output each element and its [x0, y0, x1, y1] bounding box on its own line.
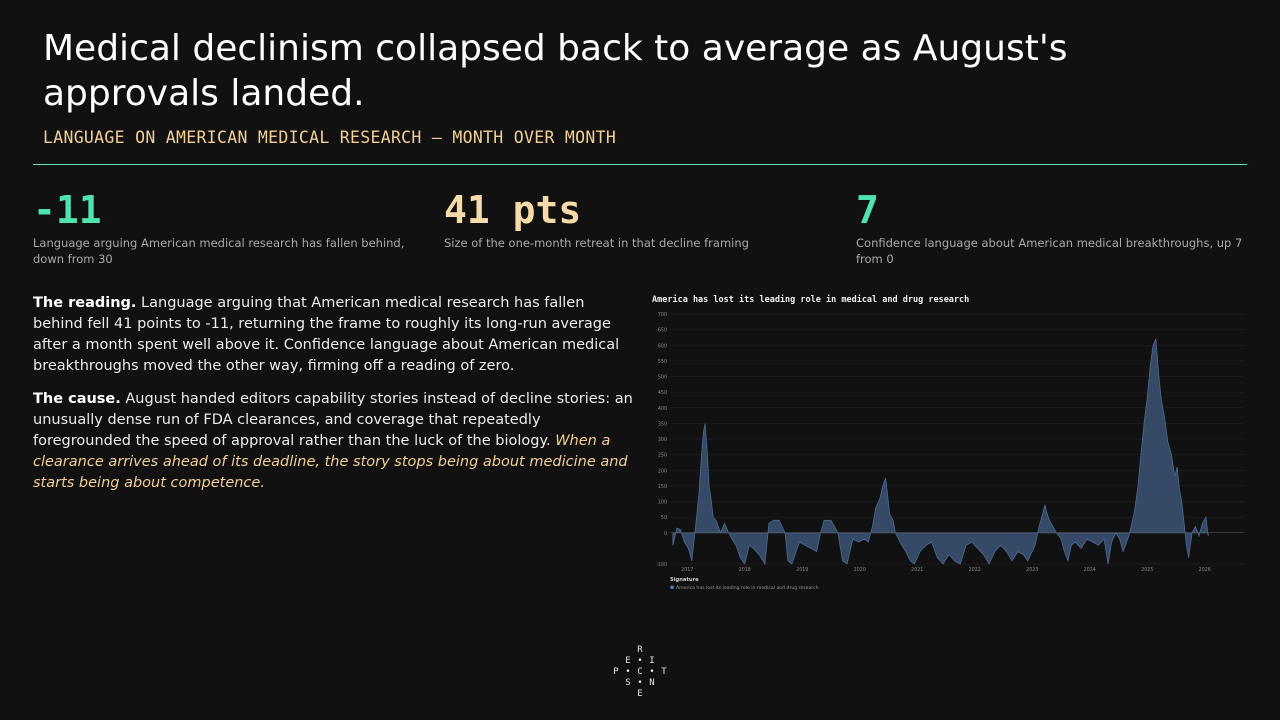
logo-letter: S [625, 678, 631, 688]
stat-value: 7 [856, 188, 879, 232]
cause-paragraph: The cause. August handed editors capabil… [33, 389, 633, 494]
brand-logo: R E • I P • C • T S • N E [610, 645, 670, 701]
page-title: Medical declinism collapsed back to aver… [43, 28, 1068, 114]
y-tick-label: 50 [661, 515, 667, 521]
logo-letter: C [637, 667, 643, 677]
cause-text: August handed editors capability stories… [33, 391, 633, 449]
x-tick-label: 2021 [911, 567, 923, 573]
x-tick-label: 2020 [854, 567, 866, 573]
y-tick-label: 300 [658, 437, 667, 443]
y-tick-label: 650 [658, 328, 667, 334]
cause-italic-text: When a clearance arrives ahead of its de… [33, 433, 628, 491]
x-tick-label: 2018 [739, 567, 751, 573]
x-tick-label: 2022 [969, 567, 981, 573]
y-tick-label: 550 [658, 359, 667, 365]
y-tick-label: 0 [664, 531, 667, 537]
y-tick-label: 400 [658, 406, 667, 412]
cause-lead: The cause. [33, 391, 121, 407]
logo-letter: E [625, 656, 631, 666]
y-tick-label: 200 [658, 468, 667, 474]
stat-value: -11 [33, 188, 102, 232]
chart-title: America has lost its leading role in med… [652, 294, 969, 305]
y-tick-label: 600 [658, 343, 667, 349]
logo-letter: P [613, 667, 619, 677]
page-subtitle: LANGUAGE ON AMERICAN MEDICAL RESEARCH — … [43, 128, 617, 147]
legend-title: Signature [670, 577, 699, 583]
stat-caption: Size of the one-month retreat in that de… [444, 236, 749, 250]
reading-paragraph: The reading. Language arguing that Ameri… [33, 293, 633, 377]
y-tick-label: 150 [658, 484, 667, 490]
logo-letter: R [637, 645, 643, 655]
stat-decline-language: -11 Language arguing American medical re… [33, 188, 433, 267]
y-tick-label: 350 [658, 421, 667, 427]
legend-swatch [670, 585, 674, 589]
y-tick-label: 100 [658, 500, 667, 506]
y-tick-label: -100 [656, 562, 667, 568]
logo-letter: • [637, 656, 643, 666]
logo-letter: T [661, 667, 667, 677]
x-tick-label: 2026 [1199, 567, 1211, 573]
logo-letter: • [637, 678, 643, 688]
x-tick-label: 2025 [1141, 567, 1153, 573]
x-tick-label: 2023 [1026, 567, 1038, 573]
x-tick-label: 2019 [796, 567, 808, 573]
stat-confidence-language: 7 Confidence language about American med… [856, 188, 1248, 267]
signature-chart: America has lost its leading role in med… [648, 290, 1248, 595]
analysis-text: The reading. Language arguing that Ameri… [33, 293, 633, 506]
logo-letter: E [637, 689, 643, 699]
y-tick-label: 250 [658, 453, 667, 459]
reading-text: Language arguing that American medical r… [33, 295, 620, 374]
logo-letter: • [625, 667, 631, 677]
reading-lead: The reading. [33, 295, 137, 311]
series-area [672, 337, 1209, 566]
logo-letter: I [649, 656, 655, 666]
legend-label: America has lost its leading role in med… [676, 585, 819, 591]
stat-caption: Language arguing American medical resear… [33, 236, 405, 266]
stat-retreat-size: 41 pts Size of the one-month retreat in … [444, 188, 804, 251]
logo-letter: • [649, 667, 655, 677]
y-tick-label: 450 [658, 390, 667, 396]
logo-letter: N [649, 678, 655, 688]
x-tick-label: 2024 [1084, 567, 1096, 573]
x-tick-label: 2017 [681, 567, 693, 573]
stat-value: 41 pts [444, 188, 582, 232]
y-tick-label: 700 [658, 312, 667, 318]
y-tick-label: 500 [658, 375, 667, 381]
stat-caption: Confidence language about American medic… [856, 236, 1243, 266]
chart-svg: America has lost its leading role in med… [652, 294, 1245, 591]
header-divider [33, 164, 1247, 165]
